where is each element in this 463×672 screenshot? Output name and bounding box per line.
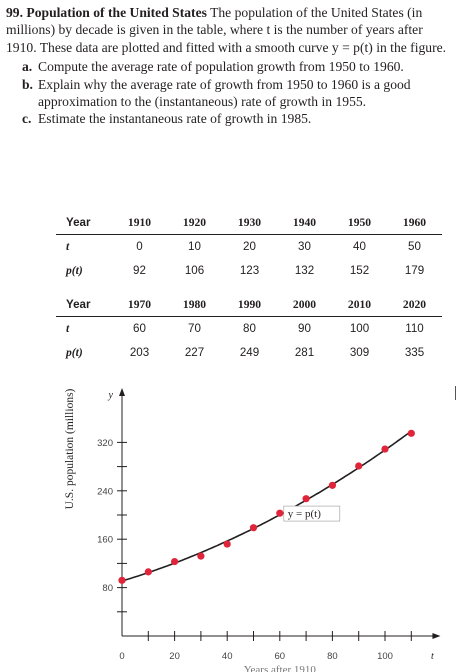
data-point bbox=[276, 509, 284, 517]
part-c-text: Estimate the instantaneous rate of growt… bbox=[38, 111, 312, 127]
part-b-label: b. bbox=[22, 76, 33, 92]
x-tick-label: 20 bbox=[169, 651, 180, 662]
y-axis-symbol: y bbox=[108, 390, 114, 401]
table-row-year: Year 1910 1920 1930 1940 1950 1960 bbox=[56, 214, 442, 235]
table-cell: 123 bbox=[239, 264, 260, 277]
data-point bbox=[355, 462, 363, 470]
table-cell: 2020 bbox=[387, 296, 442, 317]
row-label-p: p(t) bbox=[66, 346, 83, 359]
table-cell: 1950 bbox=[332, 214, 387, 235]
curve-label: y = p(t) bbox=[288, 508, 321, 520]
table-cell: 30 bbox=[298, 240, 311, 254]
table-cell: 10 bbox=[188, 240, 201, 254]
table-cell: 1970 bbox=[112, 296, 167, 317]
part-a-label: a. bbox=[22, 59, 33, 75]
data-point bbox=[197, 552, 205, 560]
text-cursor bbox=[455, 386, 456, 400]
row-label-year: Year bbox=[56, 214, 112, 235]
table-cell: 281 bbox=[294, 346, 315, 359]
table-cell: 50 bbox=[408, 240, 421, 254]
curve-label-box bbox=[283, 505, 341, 522]
population-table-1970-2020: Year 1970 1980 1990 2000 2010 2020 t 60 … bbox=[56, 296, 442, 365]
table-cell: 106 bbox=[184, 264, 205, 277]
part-b-text: Explain why the average rate of growth f… bbox=[38, 76, 411, 110]
table-cell: 1920 bbox=[167, 214, 222, 235]
part-a-text: Compute the average rate of population g… bbox=[38, 59, 404, 75]
table-cell: 1990 bbox=[222, 296, 277, 317]
table-cell: 152 bbox=[349, 264, 370, 277]
table-cell: 70 bbox=[188, 322, 201, 336]
table-cell: 92 bbox=[133, 264, 146, 277]
problem-number: 99. bbox=[6, 5, 23, 20]
part-c: c. Estimate the instantaneous rate of gr… bbox=[6, 110, 456, 127]
problem-title: Population of the United States bbox=[26, 5, 207, 20]
problem-statement: 99. Population of the United States The … bbox=[6, 4, 456, 128]
data-point bbox=[144, 568, 152, 576]
table-cell: 110 bbox=[405, 322, 424, 336]
table-cell: 2000 bbox=[277, 296, 332, 317]
table-cell: 1960 bbox=[387, 214, 442, 235]
table-cell: 80 bbox=[243, 322, 256, 336]
chart-svg: 0 20 40 60 80 100 80 160 240 320 y t Years after 191… bbox=[97, 388, 441, 672]
x-tick-label: 100 bbox=[377, 651, 393, 662]
table-cell: 335 bbox=[404, 346, 425, 359]
table-cell: 1980 bbox=[167, 296, 222, 317]
x-axis-arrow bbox=[432, 633, 441, 639]
x-axis-label: Years after 1910 bbox=[244, 664, 317, 672]
table-cell: 100 bbox=[349, 322, 370, 336]
table-cell: 60 bbox=[133, 322, 146, 336]
table-row-p: p(t) 92 106 123 132 152 179 bbox=[56, 259, 442, 283]
table-cell: 227 bbox=[184, 346, 205, 359]
data-point bbox=[223, 540, 231, 548]
table-cell: 1940 bbox=[277, 214, 332, 235]
data-point bbox=[249, 524, 258, 532]
row-label-t: t bbox=[66, 240, 70, 254]
y-axis-arrow bbox=[119, 388, 125, 396]
data-point bbox=[407, 429, 415, 437]
table-row-t: t 60 70 80 90 100 110 bbox=[56, 317, 442, 341]
table-cell: 20 bbox=[243, 240, 256, 254]
row-label-year: Year bbox=[56, 296, 112, 317]
fitted-curve bbox=[121, 430, 412, 582]
data-point bbox=[302, 495, 310, 503]
table-cell: 0 bbox=[136, 240, 143, 254]
part-b: b. Explain why the average rate of growt… bbox=[6, 76, 456, 111]
data-point bbox=[328, 481, 336, 489]
data-point bbox=[171, 557, 179, 566]
row-label-t: t bbox=[66, 322, 70, 336]
y-tick-label: 160 bbox=[97, 535, 113, 546]
x-tick-label: 60 bbox=[275, 651, 286, 662]
part-a: a. Compute the average rate of populatio… bbox=[6, 58, 456, 75]
row-label-p: p(t) bbox=[66, 264, 83, 277]
data-point bbox=[118, 576, 126, 584]
table-cell: 2010 bbox=[332, 296, 387, 317]
table-cell: 249 bbox=[239, 346, 260, 359]
x-tick-label: 80 bbox=[327, 651, 338, 662]
x-axis-symbol: t bbox=[431, 651, 434, 662]
table-row-p: p(t) 203 227 249 281 309 335 bbox=[56, 341, 442, 365]
table-cell: 1930 bbox=[222, 214, 277, 235]
problem-intro-text: The population of the United States (in … bbox=[6, 5, 447, 55]
data-point bbox=[381, 445, 389, 453]
x-tick-label: 40 bbox=[222, 651, 233, 662]
problem-intro: 99. Population of the United States The … bbox=[6, 4, 456, 56]
table-cell: 40 bbox=[353, 240, 366, 254]
y-tick-label: 240 bbox=[97, 486, 113, 497]
table-cell: 309 bbox=[349, 346, 370, 359]
population-chart: U.S. population (millions) 0 20 40 60 80 100 8… bbox=[0, 382, 463, 672]
table-cell: 203 bbox=[129, 346, 150, 359]
table-row-year: Year 1970 1980 1990 2000 2010 2020 bbox=[56, 296, 442, 317]
table-cell: 1910 bbox=[112, 214, 167, 235]
table-cell: 132 bbox=[294, 264, 315, 277]
table-cell: 90 bbox=[298, 322, 311, 336]
table-row-t: t 0 10 20 30 40 50 bbox=[56, 235, 442, 259]
part-c-label: c. bbox=[22, 111, 32, 127]
y-tick-label: 320 bbox=[97, 438, 113, 449]
population-table-1910-1960: Year 1910 1920 1930 1940 1950 1960 t 0 1… bbox=[56, 214, 442, 283]
table-cell: 179 bbox=[404, 264, 425, 277]
y-tick-label: 80 bbox=[102, 583, 113, 594]
x-tick-label: 0 bbox=[119, 651, 124, 662]
problem-parts: a. Compute the average rate of populatio… bbox=[6, 58, 456, 128]
